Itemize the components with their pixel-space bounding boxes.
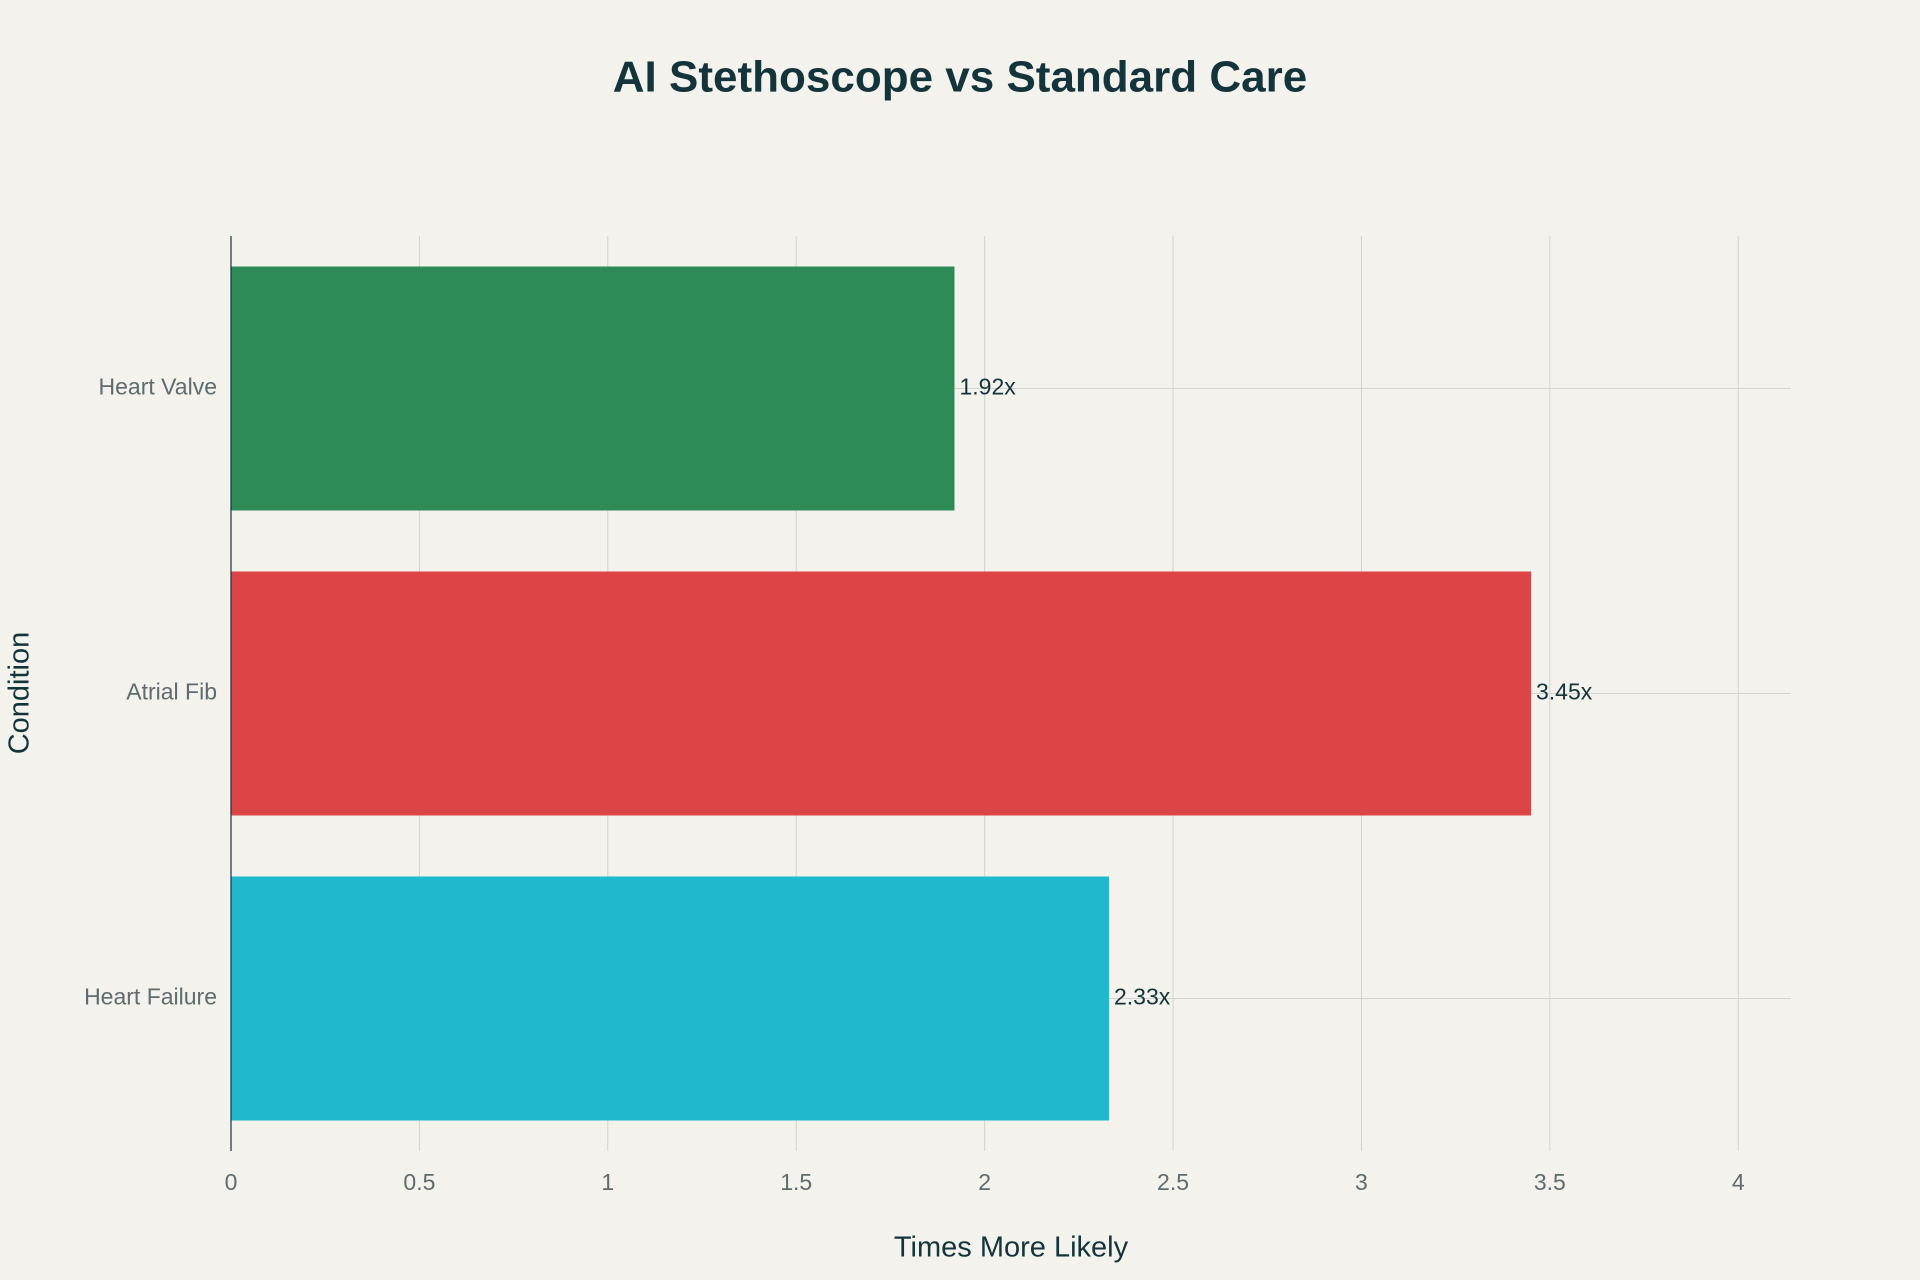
y-tick-label: Heart Failure xyxy=(84,984,217,1010)
y-tick-label: Heart Valve xyxy=(99,374,217,400)
value-label: 2.33x xyxy=(1114,984,1171,1010)
x-tick-label: 0.5 xyxy=(403,1169,435,1195)
x-tick-label: 0 xyxy=(225,1169,238,1195)
value-label: 3.45x xyxy=(1536,679,1593,705)
x-tick-label: 2.5 xyxy=(1157,1169,1189,1195)
x-tick-label: 1 xyxy=(601,1169,614,1195)
x-axis-title: Times More Likely xyxy=(894,1232,1129,1264)
x-tick-label: 1.5 xyxy=(780,1169,812,1195)
value-label: 1.92x xyxy=(959,374,1016,400)
bar xyxy=(231,266,955,511)
x-tick-label: 3.5 xyxy=(1534,1169,1566,1195)
x-tick-label: 2 xyxy=(978,1169,991,1195)
x-tick-label: 3 xyxy=(1355,1169,1368,1195)
bar xyxy=(231,571,1531,816)
x-tick-label: 4 xyxy=(1732,1169,1745,1195)
bar xyxy=(231,876,1109,1121)
y-axis-title: Condition xyxy=(4,632,36,755)
y-tick-label: Atrial Fib xyxy=(126,679,217,705)
chart-title: AI Stethoscope vs Standard Care xyxy=(613,53,1307,102)
